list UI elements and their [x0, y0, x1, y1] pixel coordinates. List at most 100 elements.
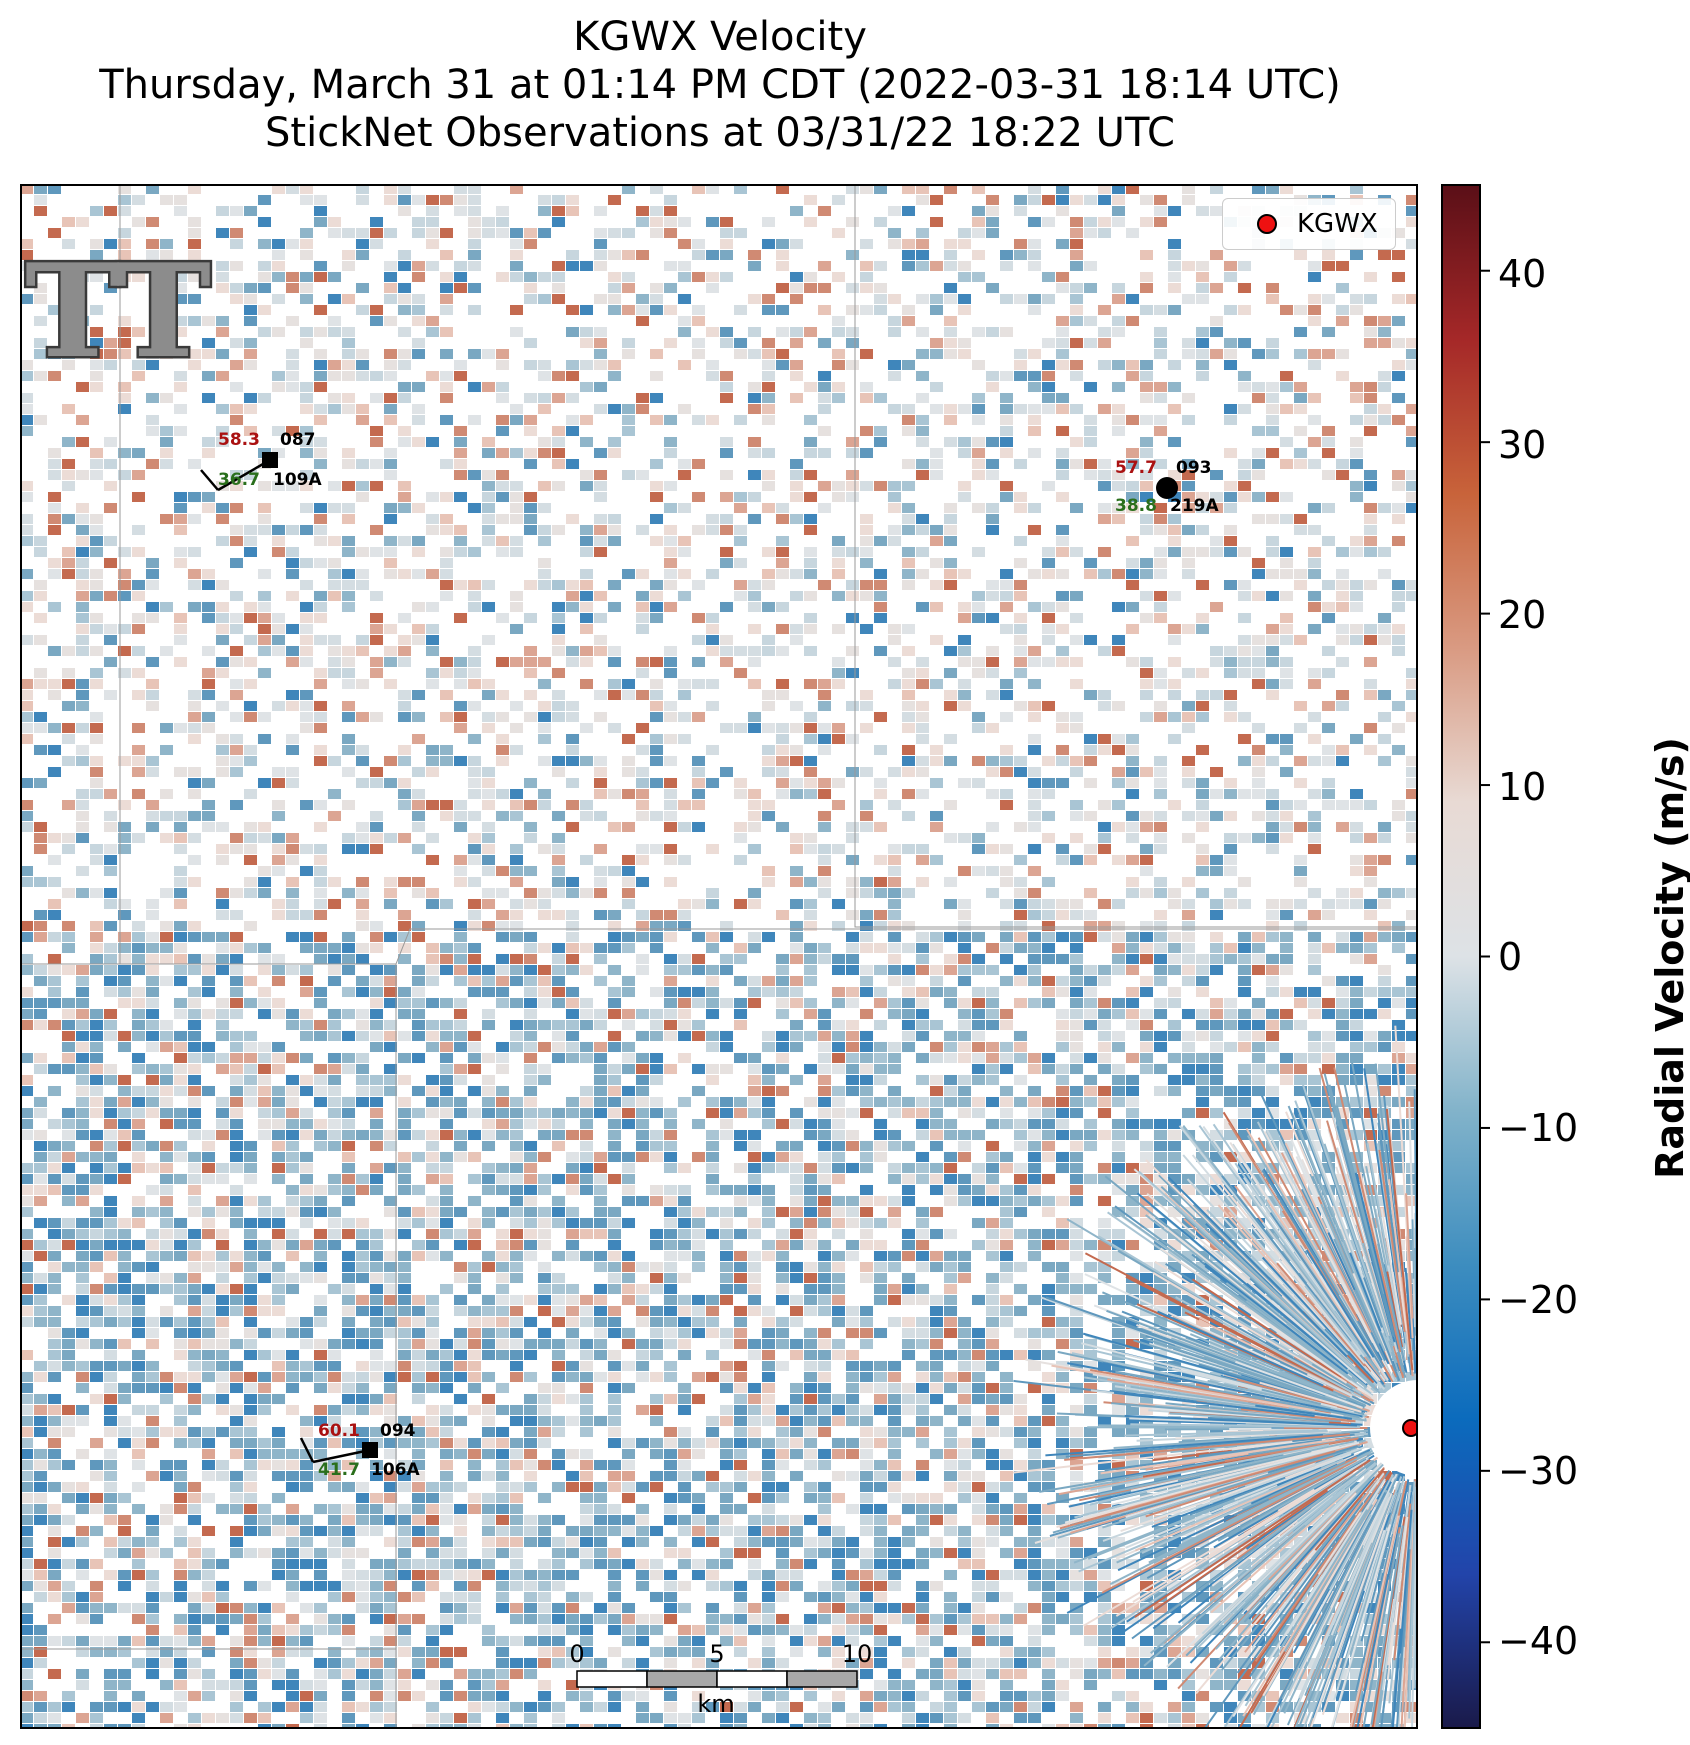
velocity-cell [524, 1031, 537, 1041]
velocity-cell [1000, 1119, 1013, 1129]
velocity-cell [1280, 932, 1293, 942]
velocity-cell [1350, 536, 1363, 546]
velocity-cell [972, 547, 985, 557]
velocity-cell [1140, 1119, 1153, 1129]
velocity-cell [496, 481, 509, 491]
velocity-cell [1070, 404, 1083, 414]
velocity-cell [1168, 932, 1181, 942]
velocity-cell [762, 470, 775, 480]
velocity-cell [216, 1229, 229, 1239]
velocity-cell [1350, 437, 1363, 447]
velocity-cell [818, 954, 831, 964]
velocity-cell [1056, 1097, 1069, 1107]
velocity-cell [1252, 382, 1265, 392]
velocity-cell [916, 756, 929, 766]
velocity-cell [986, 1097, 999, 1107]
velocity-cell [1042, 778, 1055, 788]
velocity-cell [216, 943, 229, 953]
velocity-cell [48, 261, 61, 271]
velocity-cell [1154, 547, 1167, 557]
velocity-cell [692, 338, 705, 348]
velocity-cell [510, 624, 523, 634]
velocity-cell [902, 514, 915, 524]
velocity-cell [916, 1229, 929, 1239]
velocity-cell [412, 195, 425, 205]
velocity-cell [440, 580, 453, 590]
velocity-cell [902, 1031, 915, 1041]
velocity-cell [1084, 1020, 1097, 1030]
velocity-cell [1392, 1119, 1405, 1129]
velocity-cell [1112, 965, 1125, 975]
velocity-cell [356, 844, 369, 854]
velocity-cell [622, 679, 635, 689]
velocity-cell [1126, 1119, 1139, 1129]
velocity-cell [958, 492, 971, 502]
velocity-cell [860, 1152, 873, 1162]
velocity-cell [356, 1020, 369, 1030]
velocity-cell [104, 437, 117, 447]
velocity-cell [1266, 1031, 1279, 1041]
velocity-cell [412, 811, 425, 821]
velocity-cell [300, 1108, 313, 1118]
velocity-cell [510, 954, 523, 964]
velocity-cell [34, 833, 47, 843]
velocity-cell [48, 1141, 61, 1151]
velocity-cell [510, 261, 523, 271]
velocity-cell [1392, 415, 1405, 425]
velocity-cell [398, 206, 411, 216]
velocity-cell [314, 1020, 327, 1030]
velocity-cell [1322, 613, 1335, 623]
velocity-cell [1406, 789, 1418, 799]
velocity-cell [1014, 558, 1027, 568]
velocity-cell [1056, 591, 1069, 601]
velocity-cell [580, 602, 593, 612]
velocity-cell [720, 514, 733, 524]
velocity-cell [62, 547, 75, 557]
velocity-cell [426, 899, 439, 909]
velocity-cell [1056, 778, 1069, 788]
velocity-cell [1378, 822, 1391, 832]
velocity-cell [972, 1097, 985, 1107]
velocity-cell [1350, 789, 1363, 799]
velocity-cell [566, 426, 579, 436]
velocity-cell [874, 437, 887, 447]
velocity-cell [1154, 910, 1167, 920]
velocity-cell [524, 1042, 537, 1052]
velocity-cell [90, 272, 103, 282]
velocity-cell [482, 1130, 495, 1140]
velocity-cell [972, 327, 985, 337]
velocity-cell [1322, 1031, 1335, 1041]
velocity-cell [1028, 1185, 1041, 1195]
velocity-cell [986, 767, 999, 777]
velocity-cell [454, 184, 467, 194]
velocity-cell [762, 338, 775, 348]
velocity-cell [930, 1020, 943, 1030]
velocity-cell [398, 1218, 411, 1228]
velocity-cell [1266, 690, 1279, 700]
velocity-cell [384, 360, 397, 370]
velocity-cell [930, 745, 943, 755]
velocity-cell [650, 1031, 663, 1041]
velocity-cell [1154, 349, 1167, 359]
velocity-cell [552, 1042, 565, 1052]
velocity-cell [1126, 1086, 1139, 1096]
velocity-cell [1210, 1064, 1223, 1074]
velocity-cell [1350, 855, 1363, 865]
velocity-cell [594, 1042, 607, 1052]
velocity-cell [1364, 932, 1377, 942]
velocity-cell [328, 327, 341, 337]
velocity-cell [1112, 1009, 1125, 1019]
velocity-cell [1154, 998, 1167, 1008]
velocity-cell [1392, 987, 1405, 997]
velocity-cell [90, 1108, 103, 1118]
velocity-cell [1014, 822, 1027, 832]
velocity-cell [664, 437, 677, 447]
velocity-cell [286, 525, 299, 535]
velocity-cell [160, 514, 173, 524]
velocity-cell [986, 371, 999, 381]
velocity-cell [972, 272, 985, 282]
velocity-cell [1224, 888, 1237, 898]
velocity-cell [1364, 1075, 1377, 1085]
velocity-cell [930, 1042, 943, 1052]
velocity-cell [538, 1108, 551, 1118]
